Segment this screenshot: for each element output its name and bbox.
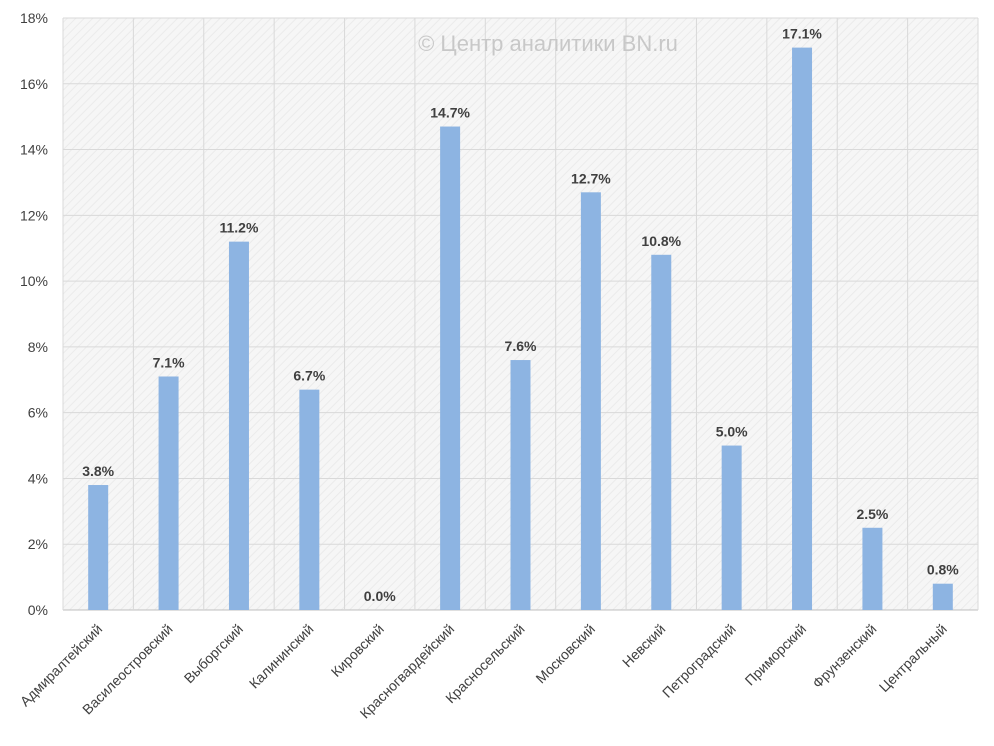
data-label: 5.0%: [716, 424, 748, 440]
bar: [440, 126, 461, 611]
y-tick-label: 12%: [20, 207, 48, 223]
data-label: 0.8%: [927, 562, 959, 578]
bars: [88, 47, 953, 611]
data-labels: 3.8% 7.1% 11.2% 6.7% 0.0% 14.7% 7.6% 12.7% 10.8%…: [82, 26, 959, 604]
x-tick-label: Калининский: [246, 621, 317, 692]
data-label: 2.5%: [856, 506, 888, 522]
bar: [88, 485, 109, 610]
bar: [932, 583, 953, 610]
y-tick-label: 6%: [28, 405, 48, 421]
data-label: 6.7%: [293, 368, 325, 384]
x-tick-label: Приморский: [742, 621, 810, 689]
x-tick-label: Фрунзенский: [809, 621, 879, 691]
x-tick-label: Петроградский: [659, 621, 739, 701]
x-tick-label: Московский: [532, 621, 598, 687]
bar: [651, 254, 672, 611]
y-tick-label: 4%: [28, 470, 48, 486]
data-label: 17.1%: [782, 26, 822, 42]
x-tick-label: Центральный: [876, 621, 950, 695]
y-tick-label: 14%: [20, 142, 48, 158]
bar: [299, 389, 320, 610]
data-label: 12.7%: [571, 170, 611, 186]
data-label: 0.0%: [364, 588, 396, 604]
watermark-text: © Центр аналитики BN.ru: [418, 31, 678, 56]
bar: [792, 47, 813, 611]
y-tick-label: 2%: [28, 536, 48, 552]
data-label: 14.7%: [430, 105, 470, 121]
data-label: 7.6%: [505, 338, 537, 354]
bar: [721, 445, 742, 610]
y-tick-label: 8%: [28, 339, 48, 355]
x-tick-label: Невский: [619, 621, 668, 670]
data-label: 3.8%: [82, 463, 114, 479]
bar: [510, 360, 531, 610]
bar: [158, 376, 179, 610]
bar: [580, 192, 601, 611]
y-tick-label: 10%: [20, 273, 48, 289]
data-label: 11.2%: [219, 220, 258, 236]
data-label: 10.8%: [641, 233, 681, 249]
gridlines: [62, 17, 979, 611]
y-tick-label: 0%: [28, 602, 48, 618]
y-tick-label: 16%: [20, 76, 48, 92]
y-axis-ticks: 0% 2% 4% 6% 8% 10% 12% 14% 16% 18%: [20, 10, 48, 618]
bar: [862, 527, 883, 610]
bar: [228, 241, 249, 610]
data-label: 7.1%: [153, 354, 185, 370]
x-tick-label: Кировский: [328, 621, 387, 680]
x-tick-label: Выборгский: [181, 621, 246, 686]
y-tick-label: 18%: [20, 10, 48, 26]
